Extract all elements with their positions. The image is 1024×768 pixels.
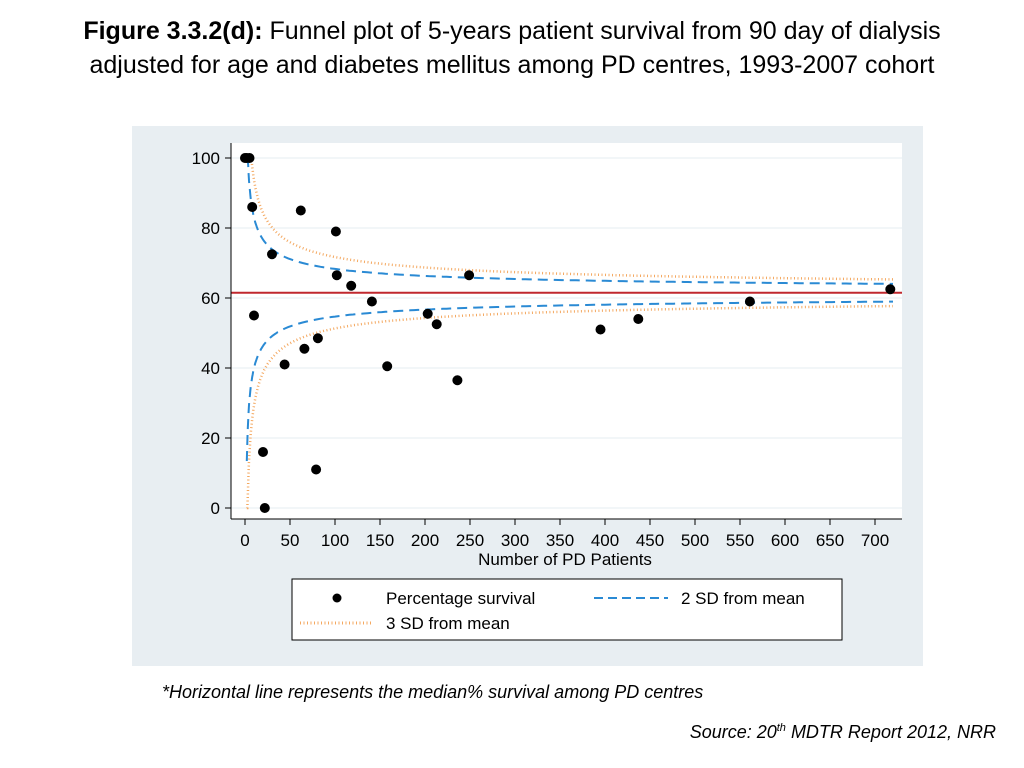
figure-caption: Funnel plot of 5-years patient survival … xyxy=(89,17,941,79)
source-credit: Source: 20th MDTR Report 2012, NRR xyxy=(690,722,996,743)
x-tick-label-50: 50 xyxy=(281,531,300,550)
funnel-plot: 0 20 40 60 80 100 0 50 100 150 200 250 300 350 400 450 5… xyxy=(192,143,902,641)
data-point-13 xyxy=(330,226,341,237)
y-tick-label-60: 60 xyxy=(201,289,220,308)
data-point-12 xyxy=(312,333,323,344)
x-tick-label-600: 600 xyxy=(771,531,799,550)
y-tick-label-0: 0 xyxy=(211,499,220,518)
data-point-11 xyxy=(311,464,322,475)
data-point-23 xyxy=(633,314,644,324)
x-tick-label-350: 350 xyxy=(546,531,574,550)
footnote: *Horizontal line represents the median% … xyxy=(162,682,704,702)
x-tick-label-100: 100 xyxy=(321,531,349,550)
figure-number: Figure 3.3.2(d): xyxy=(83,17,263,45)
figure-title: Figure 3.3.2(d): Funnel plot of 5-years … xyxy=(40,14,984,82)
y-tick-label-80: 80 xyxy=(201,219,220,238)
x-tick-label-400: 400 xyxy=(591,531,619,550)
grid-lines xyxy=(231,157,902,509)
x-tick-label-200: 200 xyxy=(411,531,439,550)
data-point-18 xyxy=(422,308,433,319)
data-point-9 xyxy=(295,205,306,216)
data-point-4 xyxy=(249,310,259,321)
x-tick-label-550: 550 xyxy=(726,531,754,550)
x-tick-label-500: 500 xyxy=(681,531,709,550)
chart-panel: 0 20 40 60 80 100 0 50 100 150 200 250 300 350 400 450 5… xyxy=(132,126,923,666)
data-point-8 xyxy=(279,359,290,370)
x-axis-label: Number of PD Patients xyxy=(478,550,652,569)
x-tick-label-250: 250 xyxy=(456,531,484,550)
sd3-upper-curve xyxy=(246,156,893,281)
source-suffix: MDTR Report 2012, NRR xyxy=(785,722,996,742)
y-tick-label-20: 20 xyxy=(201,429,220,448)
data-point-25 xyxy=(885,284,896,295)
x-tick-label-650: 650 xyxy=(816,531,844,550)
axes: 0 20 40 60 80 100 0 50 100 150 200 250 300 350 400 450 5… xyxy=(192,143,902,550)
legend-label-2sd: 2 SD from mean xyxy=(681,589,805,608)
data-point-5 xyxy=(258,447,268,457)
x-tick-label-0: 0 xyxy=(240,531,249,550)
legend-label-3sd: 3 SD from mean xyxy=(386,614,510,633)
data-point-21 xyxy=(464,270,475,281)
x-tick-label-300: 300 xyxy=(501,531,529,550)
data-point-24 xyxy=(744,296,755,307)
data-point-14 xyxy=(331,270,342,281)
y-tick-label-100: 100 xyxy=(192,149,220,168)
data-point-10 xyxy=(299,343,310,354)
data-point-2 xyxy=(244,153,255,163)
source-superscript: th xyxy=(776,722,786,734)
data-point-7 xyxy=(267,249,277,260)
x-tick-label-700: 700 xyxy=(861,531,889,550)
legend: Percentage survival 2 SD from mean 3 SD … xyxy=(291,578,843,641)
legend-box xyxy=(291,578,843,641)
source-prefix: Source: 20 xyxy=(689,722,777,742)
data-point-19 xyxy=(431,319,442,330)
data-point-22 xyxy=(595,324,606,335)
legend-label-percentage-survival: Percentage survival xyxy=(386,589,535,608)
sd3-lower-curve xyxy=(246,304,893,510)
data-points xyxy=(240,153,896,513)
data-point-6 xyxy=(259,503,270,513)
x-tick-label-150: 150 xyxy=(366,531,394,550)
sd2-upper-curve xyxy=(246,157,893,285)
plot-area xyxy=(231,143,902,519)
data-point-20 xyxy=(452,375,463,386)
data-point-15 xyxy=(346,280,357,291)
legend-dot-marker xyxy=(332,593,342,603)
x-tick-label-450: 450 xyxy=(636,531,664,550)
data-point-3 xyxy=(247,202,258,212)
data-point-17 xyxy=(382,361,393,372)
data-point-16 xyxy=(366,296,377,307)
y-tick-label-40: 40 xyxy=(201,359,220,378)
